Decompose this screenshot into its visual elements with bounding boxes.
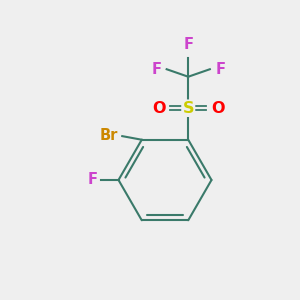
- Text: F: F: [151, 62, 161, 77]
- Text: F: F: [215, 62, 225, 77]
- Text: F: F: [88, 172, 98, 188]
- Text: Br: Br: [100, 128, 118, 143]
- Text: O: O: [211, 101, 224, 116]
- Text: S: S: [182, 101, 194, 116]
- Text: O: O: [152, 101, 166, 116]
- Text: F: F: [183, 37, 193, 52]
